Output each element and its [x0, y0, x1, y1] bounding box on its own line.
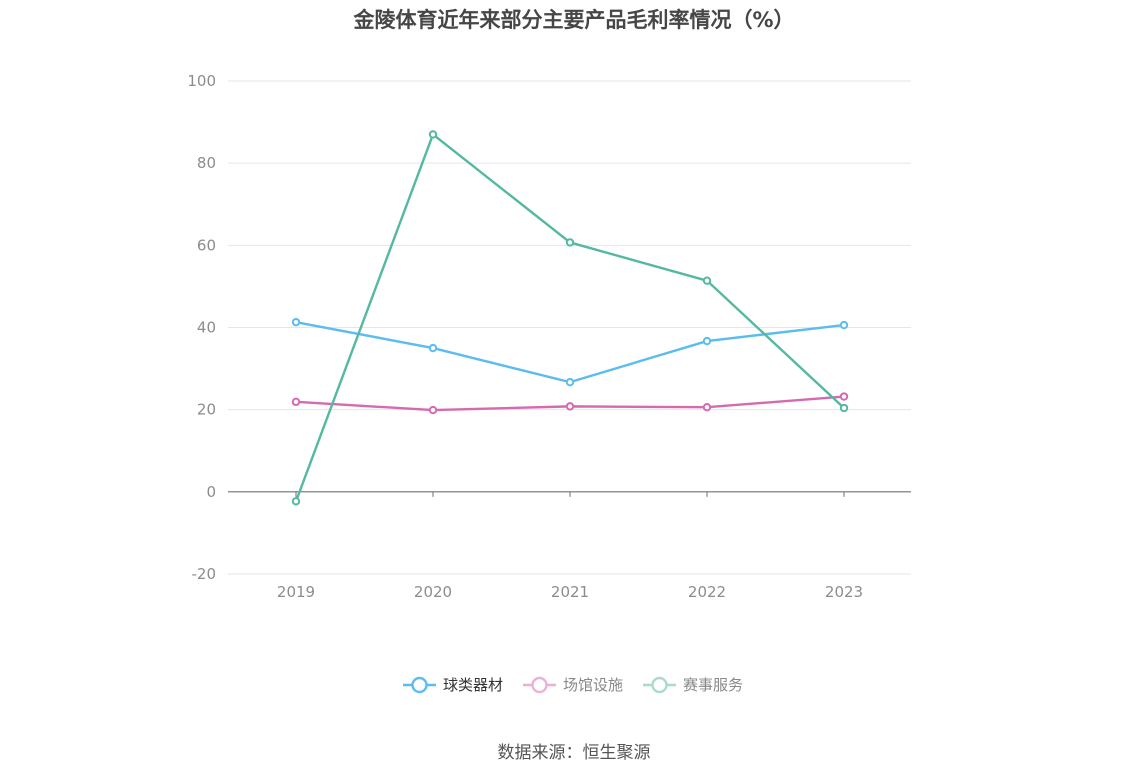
legend-item-1[interactable]: 场馆设施	[523, 676, 623, 694]
chart-title: 金陵体育近年来部分主要产品毛利率情况（%）	[353, 8, 795, 32]
series-line-2	[294, 133, 845, 502]
data-point[interactable]	[702, 403, 712, 412]
data-point[interactable]	[565, 402, 575, 411]
legend-item-0[interactable]: 球类器材	[403, 676, 503, 694]
data-point[interactable]	[428, 343, 438, 353]
data-point[interactable]	[702, 336, 712, 346]
legend-marker	[651, 676, 668, 694]
y-tick-label: 20	[197, 401, 216, 419]
legend-item-2[interactable]: 赛事服务	[643, 676, 743, 694]
legend-label: 场馆设施	[563, 676, 623, 694]
x-tick-label: 2020	[414, 583, 452, 601]
y-tick-label: 100	[187, 72, 216, 90]
data-point[interactable]	[702, 276, 712, 285]
x-tick-label: 2021	[551, 583, 589, 601]
y-tick-label: 40	[197, 319, 216, 337]
x-tick-label: 2023	[825, 583, 863, 601]
legend-marker	[531, 676, 548, 694]
y-tick-label: 60	[197, 236, 216, 254]
data-point[interactable]	[565, 238, 575, 247]
data-point[interactable]	[428, 405, 438, 415]
legend: 球类器材 场馆设施 赛事服务	[403, 676, 743, 694]
data-point[interactable]	[291, 497, 301, 506]
source-note: 数据来源：恒生聚源	[497, 743, 651, 763]
data-point[interactable]	[839, 392, 849, 401]
x-tick-label: 2022	[688, 583, 726, 601]
data-point[interactable]	[839, 403, 849, 413]
data-point[interactable]	[291, 397, 301, 407]
y-tick-label: -20	[192, 565, 217, 583]
y-tick-label: 0	[206, 483, 216, 501]
data-point[interactable]	[839, 320, 849, 330]
legend-label: 赛事服务	[683, 676, 743, 694]
data-point[interactable]	[565, 377, 575, 387]
y-tick-label: 80	[197, 154, 216, 172]
axis-layer: -20 0 20 40 60 80 100 2019 2020 2021 2022 2023	[187, 72, 911, 601]
legend-marker	[411, 676, 428, 694]
data-point[interactable]	[291, 317, 301, 327]
series-layer	[291, 130, 849, 506]
x-tick-label: 2019	[277, 583, 315, 601]
legend-label: 球类器材	[443, 676, 503, 694]
data-point[interactable]	[428, 130, 438, 139]
